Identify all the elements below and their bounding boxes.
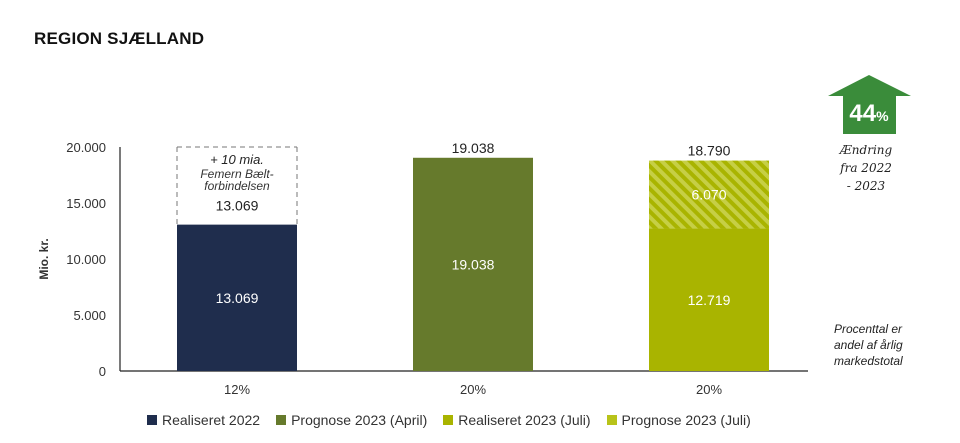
total-label: 19.038 [452, 140, 495, 156]
y-tick-label: 5.000 [73, 308, 106, 323]
legend-swatch [606, 415, 617, 425]
extension-note: + 10 mia. [210, 152, 264, 167]
legend-swatch [276, 415, 287, 425]
legend-swatch [147, 415, 157, 425]
data-label: 12.719 [688, 292, 731, 308]
y-axis-label: Mio. kr. [37, 238, 51, 279]
change-percent: 44% [849, 100, 889, 127]
y-tick-label: 0 [99, 364, 106, 379]
legend-label: Prognose 2023 (April) [291, 412, 428, 428]
change-unit: % [876, 108, 889, 124]
y-tick-label: 20.000 [66, 140, 106, 155]
legend-item: Prognose 2023 (April) [276, 412, 427, 428]
legend-item: Realiseret 2022 [147, 412, 260, 428]
y-tick-label: 15.000 [66, 196, 106, 211]
legend-label: Realiseret 2022 [162, 412, 261, 428]
up-arrow-icon [828, 75, 911, 134]
bar-segment [177, 224, 297, 371]
change-caption: Ændring [838, 143, 893, 157]
chart-legend: Realiseret 2022 Prognose 2023 (April) Real… [147, 412, 751, 428]
x-tick-label: 20% [460, 382, 486, 397]
x-tick-label: 12% [224, 382, 250, 397]
bar-chart: 20.000 15.000 10.000 5.000 0 Mio. kr. 12% 20% 20… [37, 75, 911, 397]
change-value: 44 [849, 100, 876, 127]
change-caption: - 2023 [847, 179, 886, 193]
legend-item: Prognose 2023 (Juli) [606, 412, 751, 428]
data-label: 19.038 [452, 256, 495, 272]
extension-value-label: 13.069 [216, 198, 259, 214]
side-note: andel af årlig [834, 338, 903, 352]
bar-segment [649, 160, 769, 229]
legend-item: Realiseret 2023 (Juli) [443, 412, 591, 428]
extension-note: Femern Bælt- [200, 167, 273, 181]
page-title: REGION SJÆLLAND [34, 29, 205, 48]
y-tick-label: 10.000 [66, 252, 106, 267]
side-note: markedstotal [834, 354, 903, 368]
legend-label: Prognose 2023 (Juli) [621, 412, 751, 428]
legend-label: Realiseret 2023 (Juli) [458, 412, 591, 428]
side-note: Procenttal er [834, 322, 903, 336]
change-caption: fra 2022 [839, 161, 892, 175]
extension-note: forbindelsen [204, 179, 270, 193]
bar-segment [649, 228, 769, 371]
bar-segment [413, 157, 533, 371]
data-label: 6.070 [691, 187, 726, 203]
x-tick-label: 20% [696, 382, 722, 397]
legend-swatch [443, 415, 454, 425]
data-label: 13.069 [216, 290, 259, 306]
total-label: 18.790 [688, 143, 731, 159]
